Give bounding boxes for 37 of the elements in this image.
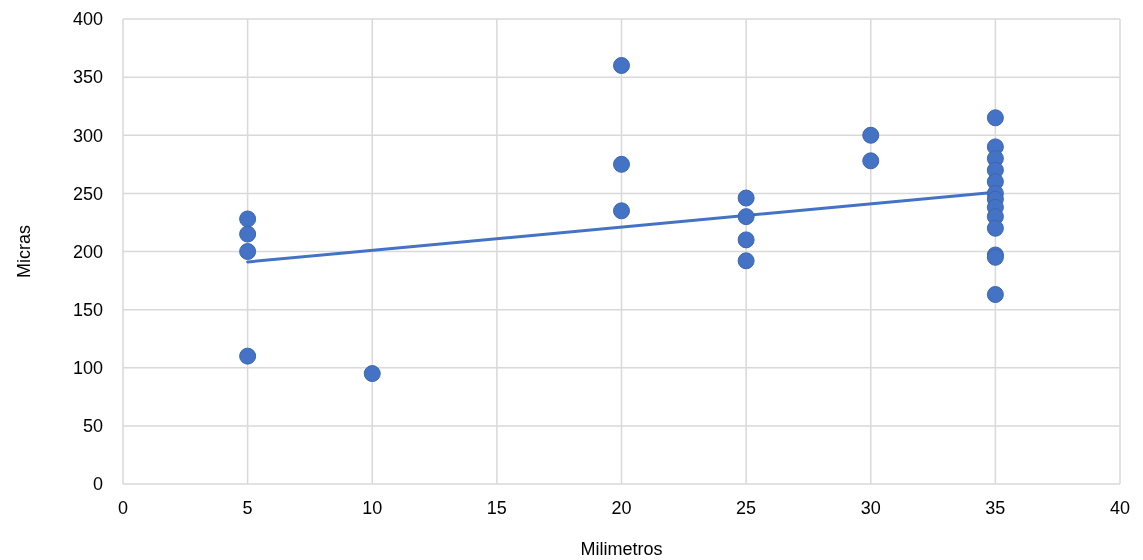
y-tick-label: 250: [72, 183, 103, 204]
y-tick-label: 0: [92, 474, 103, 495]
point: [613, 57, 630, 74]
point: [737, 252, 755, 270]
y-tick-label: 300: [72, 125, 103, 146]
point: [613, 155, 630, 173]
y-tick-label: 400: [72, 9, 103, 30]
x-tick-label: 30: [860, 498, 881, 518]
y-tick-label: 350: [72, 67, 103, 88]
x-tick-label: 40: [1109, 498, 1131, 518]
x-tick-label: 10: [362, 498, 383, 518]
point: [986, 109, 1004, 127]
x-tick-label: 15: [486, 498, 507, 518]
x-tick-label: 5: [242, 498, 253, 518]
y-tick-label: 100: [72, 358, 103, 379]
y-tick-label: 200: [72, 241, 103, 262]
point: [239, 243, 257, 260]
point: [737, 231, 755, 249]
point: [737, 208, 755, 226]
x-tick-label: 35: [985, 498, 1006, 518]
point: [986, 219, 1004, 237]
point: [239, 347, 257, 365]
y-axis-title: Micras: [14, 225, 34, 278]
y-tick-label: 150: [72, 299, 103, 320]
point: [363, 365, 381, 383]
y-tick-label: 50: [82, 416, 103, 437]
x-tick-label: 0: [117, 498, 129, 518]
point: [613, 202, 630, 220]
point: [862, 152, 880, 170]
point: [239, 225, 257, 243]
point: [862, 126, 880, 144]
x-axis-title: Milimetros: [580, 539, 663, 559]
x-tick-label: 25: [736, 498, 757, 518]
x-tick-label: 20: [611, 498, 632, 518]
point: [986, 286, 1004, 304]
point: [737, 189, 755, 207]
point: [239, 210, 257, 228]
